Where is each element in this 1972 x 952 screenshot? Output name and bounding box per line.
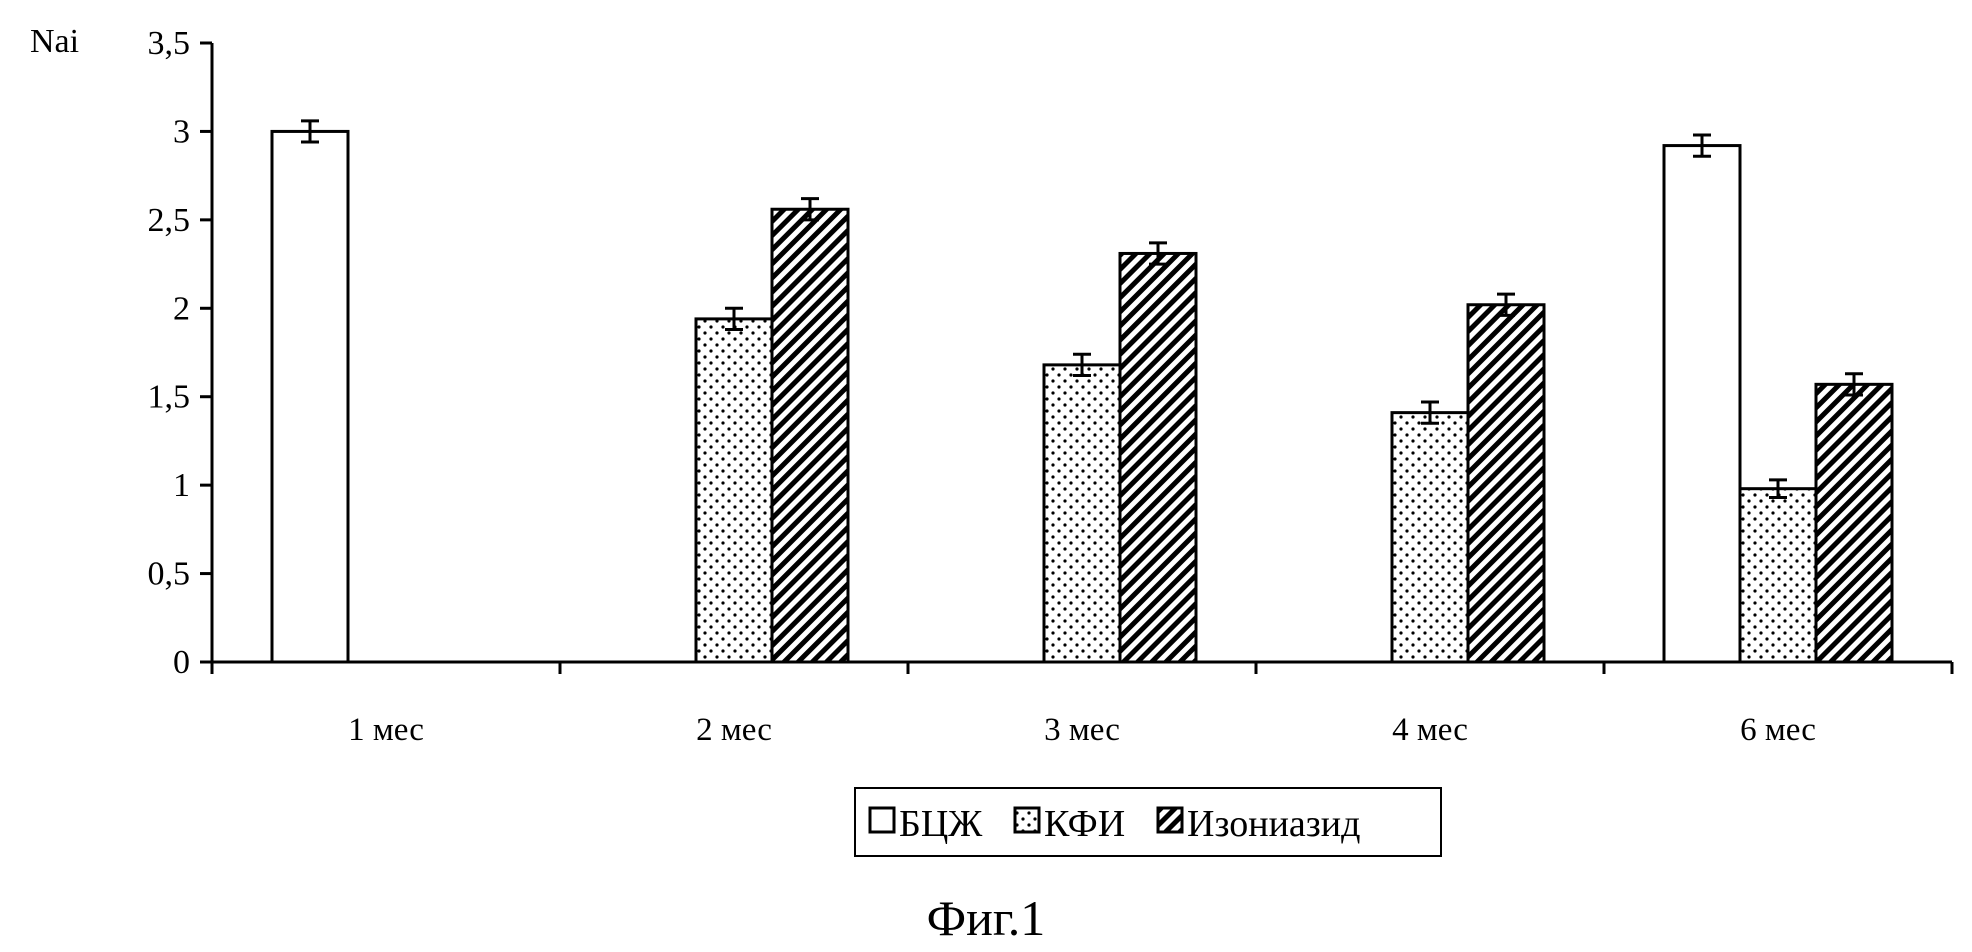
y-tick-label: 2,5 bbox=[148, 202, 191, 239]
y-tick-label: 3 bbox=[173, 113, 190, 150]
bar-isoniazid-5 bbox=[1816, 384, 1892, 662]
legend-label-kfi: КФИ bbox=[1044, 803, 1125, 845]
x-axis bbox=[212, 662, 1952, 674]
x-category-label: 6 мес bbox=[1740, 712, 1816, 748]
x-category-label: 1 мес bbox=[348, 712, 424, 748]
y-axis-label: Nai bbox=[30, 23, 79, 60]
category-labels: 1 мес 2 мес 3 мес 4 мес 6 мес bbox=[348, 712, 1816, 748]
bar-isoniazid-4 bbox=[1468, 305, 1544, 662]
legend-label-isoniazid: Изониазид bbox=[1187, 803, 1360, 845]
y-tick-label: 1,5 bbox=[148, 379, 191, 416]
bar-bcg-5 bbox=[1664, 146, 1740, 662]
bar-kfi-2 bbox=[696, 319, 772, 662]
bar-kfi-4 bbox=[1392, 413, 1468, 662]
y-tick-label: 0,5 bbox=[148, 556, 191, 593]
legend-swatch-bcg bbox=[870, 808, 894, 832]
x-category-label: 2 мес bbox=[696, 712, 772, 748]
bar-isoniazid-3 bbox=[1120, 253, 1196, 662]
y-axis: 0 0,5 1 1,5 2 2,5 3 3,5 bbox=[148, 25, 213, 681]
legend-swatch-kfi bbox=[1015, 808, 1039, 832]
y-tick-label: 0 bbox=[173, 644, 190, 681]
bar-isoniazid-2 bbox=[772, 209, 848, 662]
y-tick-label: 3,5 bbox=[148, 25, 191, 62]
x-category-label: 3 мес bbox=[1044, 712, 1120, 748]
bar-kfi-3 bbox=[1044, 365, 1120, 662]
y-tick-label: 1 bbox=[173, 467, 190, 504]
legend-swatch-isoniazid bbox=[1158, 808, 1182, 832]
figure-caption: Фиг.1 bbox=[927, 890, 1046, 946]
x-category-label: 4 мес bbox=[1392, 712, 1468, 748]
y-tick-label: 2 bbox=[173, 290, 190, 327]
bar-bcg-1 bbox=[272, 131, 348, 662]
bar-kfi-5 bbox=[1740, 489, 1816, 662]
bars bbox=[272, 121, 1892, 662]
legend-label-bcg: БЦЖ bbox=[899, 803, 983, 845]
legend: БЦЖ КФИ Изониазид bbox=[855, 788, 1441, 856]
